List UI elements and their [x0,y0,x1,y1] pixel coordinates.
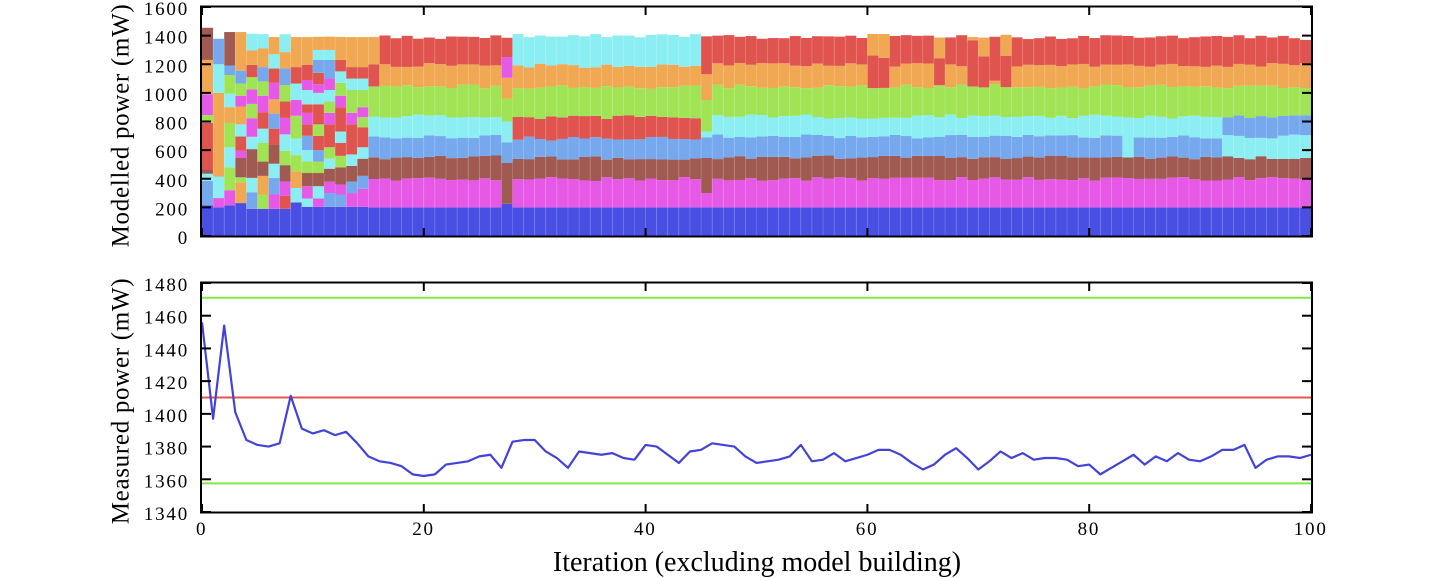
svg-text:Measured power (mW): Measured power (mW) [108,278,135,525]
svg-text:1200: 1200 [144,56,189,77]
svg-text:1000: 1000 [144,85,189,106]
svg-text:1480: 1480 [144,275,189,296]
svg-text:Iteration (excluding model bui: Iteration (excluding model building) [553,547,961,578]
svg-text:1400: 1400 [144,406,189,427]
svg-text:0: 0 [196,519,207,540]
svg-text:60: 60 [856,519,879,540]
svg-text:1400: 1400 [144,28,189,49]
svg-text:Modelled power (mW): Modelled power (mW) [108,4,135,248]
svg-text:1600: 1600 [144,0,189,20]
svg-text:1460: 1460 [144,308,189,329]
svg-text:1420: 1420 [144,373,189,394]
svg-text:800: 800 [155,114,189,135]
svg-text:1440: 1440 [144,340,189,361]
svg-text:20: 20 [412,519,435,540]
svg-text:1340: 1340 [144,504,189,525]
svg-text:80: 80 [1078,519,1101,540]
svg-text:0: 0 [178,228,189,249]
svg-text:200: 200 [155,199,189,220]
svg-text:100: 100 [1294,519,1328,540]
svg-text:600: 600 [155,142,189,163]
svg-text:40: 40 [634,519,657,540]
svg-text:400: 400 [155,171,189,192]
svg-text:1360: 1360 [144,471,189,492]
svg-text:1380: 1380 [144,439,189,460]
